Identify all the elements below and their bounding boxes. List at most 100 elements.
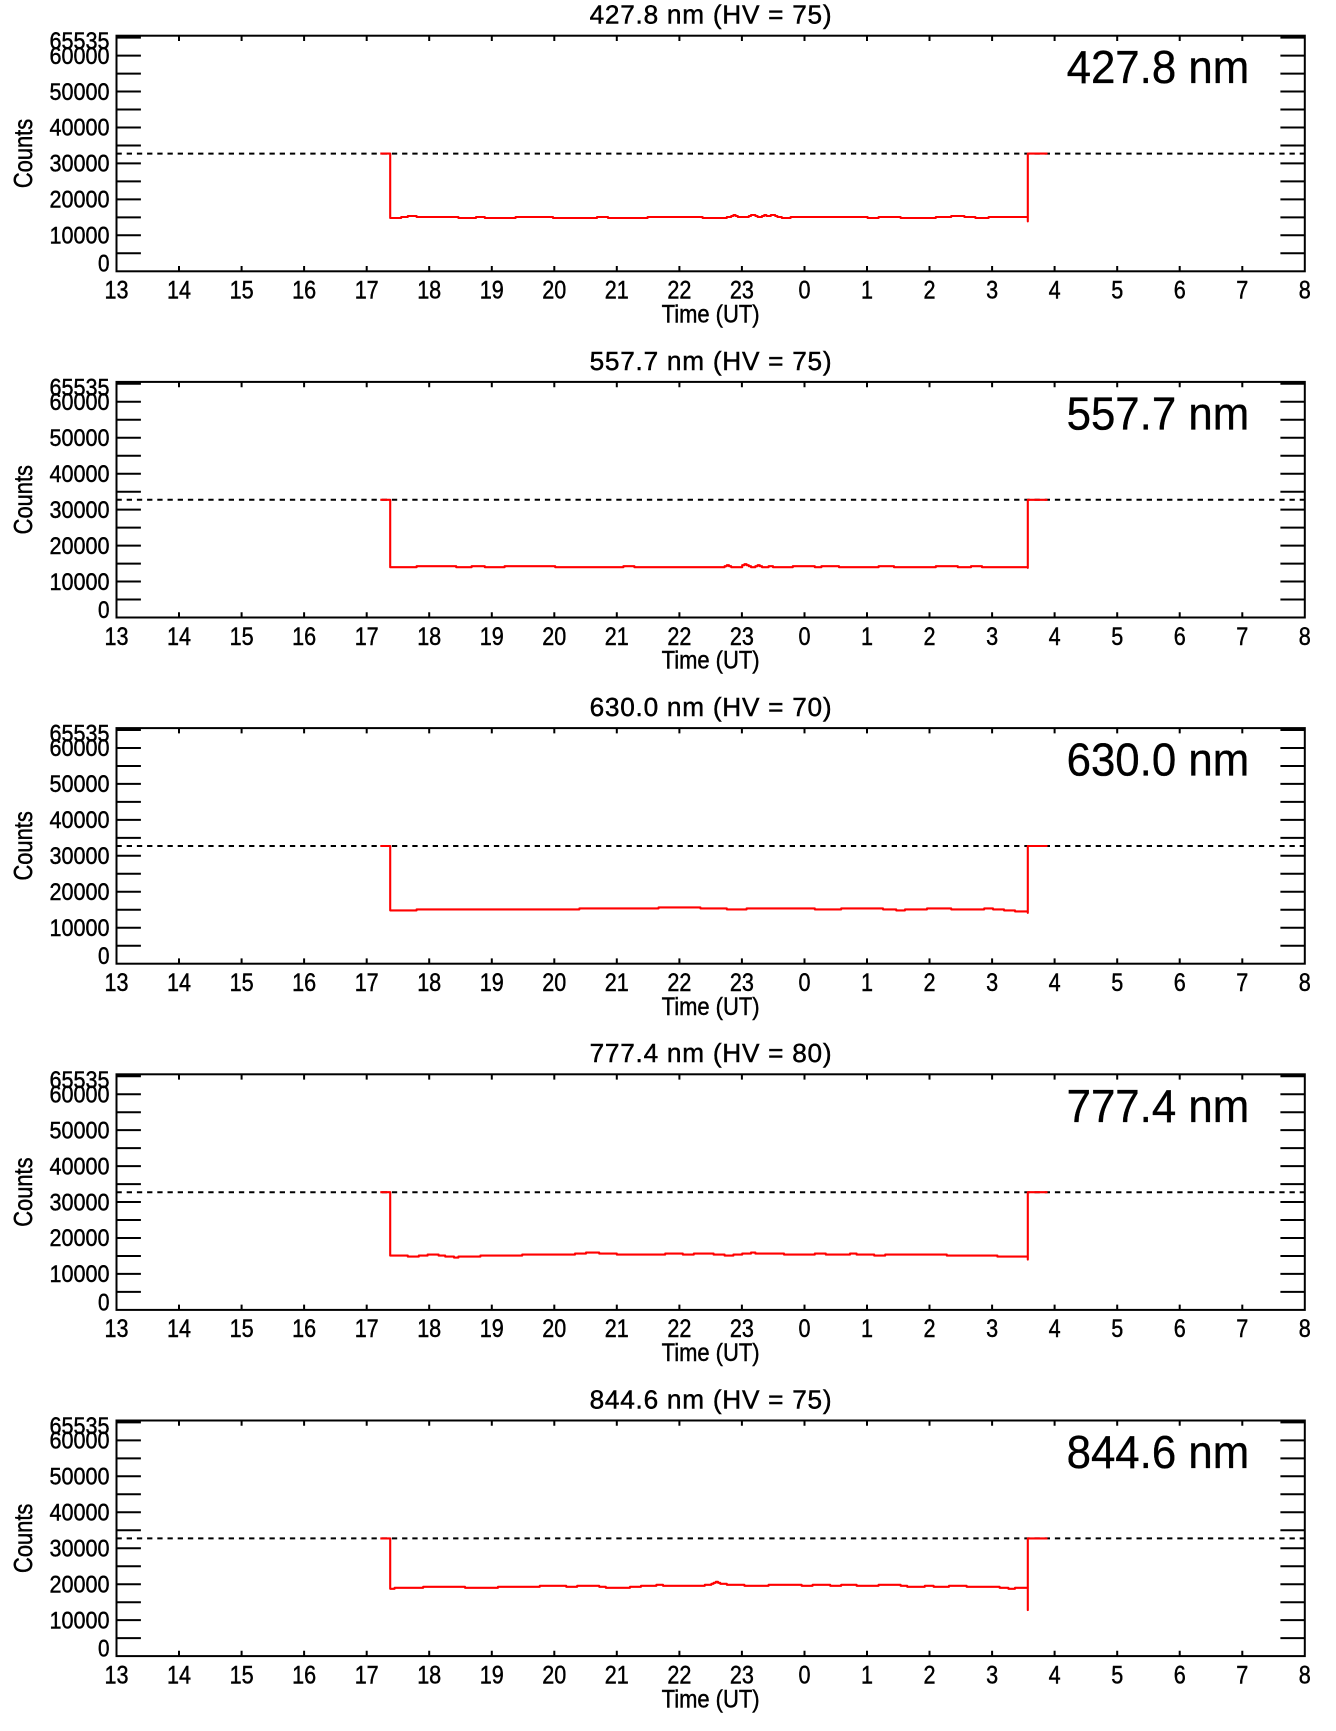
svg-text:18: 18 (417, 1315, 441, 1343)
svg-text:Counts: Counts (10, 119, 38, 188)
svg-text:5: 5 (1111, 623, 1123, 651)
svg-text:Counts: Counts (10, 1157, 38, 1226)
svg-text:22: 22 (667, 969, 691, 997)
svg-text:21: 21 (605, 277, 629, 305)
svg-text:16: 16 (292, 1661, 316, 1689)
svg-text:0: 0 (98, 1636, 110, 1663)
svg-text:23: 23 (730, 277, 754, 305)
svg-text:23: 23 (730, 969, 754, 997)
svg-text:15: 15 (230, 1315, 254, 1343)
svg-text:13: 13 (105, 623, 129, 651)
svg-text:65535: 65535 (50, 28, 110, 55)
svg-text:5: 5 (1111, 1661, 1123, 1689)
svg-text:Counts: Counts (10, 1504, 38, 1573)
svg-text:2: 2 (924, 969, 936, 997)
svg-text:0: 0 (98, 1289, 110, 1316)
svg-text:21: 21 (605, 1661, 629, 1689)
svg-text:60000: 60000 (50, 1081, 110, 1108)
svg-text:17: 17 (355, 1315, 379, 1343)
svg-text:20000: 20000 (50, 1225, 110, 1252)
svg-text:8: 8 (1299, 969, 1311, 997)
svg-text:50000: 50000 (50, 79, 110, 106)
svg-text:21: 21 (605, 623, 629, 651)
svg-text:1: 1 (861, 623, 873, 651)
svg-text:23: 23 (730, 1661, 754, 1689)
svg-text:844.6 nm: 844.6 nm (1067, 1426, 1250, 1478)
svg-text:30000: 30000 (50, 151, 110, 178)
svg-text:65535: 65535 (50, 1413, 110, 1440)
svg-text:3: 3 (986, 1661, 998, 1689)
svg-text:1: 1 (861, 1315, 873, 1343)
svg-text:50000: 50000 (50, 1464, 110, 1491)
svg-text:65535: 65535 (50, 374, 110, 401)
svg-text:6: 6 (1174, 1661, 1186, 1689)
svg-text:14: 14 (167, 1661, 191, 1689)
svg-text:60000: 60000 (50, 43, 110, 70)
svg-text:13: 13 (105, 1661, 129, 1689)
svg-text:6: 6 (1174, 969, 1186, 997)
svg-text:4: 4 (1049, 1315, 1061, 1343)
svg-text:7: 7 (1236, 1661, 1248, 1689)
svg-text:6: 6 (1174, 277, 1186, 305)
svg-text:1: 1 (861, 1661, 873, 1689)
svg-text:17: 17 (355, 1661, 379, 1689)
svg-text:15: 15 (230, 1661, 254, 1689)
svg-text:0: 0 (799, 277, 811, 305)
svg-text:7: 7 (1236, 1315, 1248, 1343)
svg-text:10000: 10000 (50, 1261, 110, 1288)
svg-text:23: 23 (730, 623, 754, 651)
svg-text:0: 0 (799, 1661, 811, 1689)
svg-text:0: 0 (799, 1315, 811, 1343)
svg-text:427.8 nm: 427.8 nm (1067, 41, 1250, 93)
svg-text:21: 21 (605, 1315, 629, 1343)
svg-text:16: 16 (292, 277, 316, 305)
svg-text:14: 14 (167, 623, 191, 651)
svg-text:50000: 50000 (50, 1117, 110, 1144)
svg-text:0: 0 (799, 623, 811, 651)
svg-text:777.4 nm (HV = 80): 777.4 nm (HV = 80) (590, 1038, 832, 1068)
svg-text:20000: 20000 (50, 187, 110, 214)
svg-text:19: 19 (480, 277, 504, 305)
svg-text:6: 6 (1174, 623, 1186, 651)
svg-text:17: 17 (355, 277, 379, 305)
svg-text:22: 22 (667, 623, 691, 651)
svg-text:10000: 10000 (50, 1607, 110, 1634)
svg-text:18: 18 (417, 623, 441, 651)
svg-text:60000: 60000 (50, 389, 110, 416)
svg-text:22: 22 (667, 1661, 691, 1689)
svg-text:8: 8 (1299, 1315, 1311, 1343)
svg-text:19: 19 (480, 969, 504, 997)
svg-text:427.8 nm (HV = 75): 427.8 nm (HV = 75) (590, 0, 832, 30)
svg-text:20000: 20000 (50, 1571, 110, 1598)
svg-text:30000: 30000 (50, 843, 110, 870)
svg-text:630.0 nm (HV = 70): 630.0 nm (HV = 70) (590, 692, 832, 722)
svg-text:557.7 nm (HV = 75): 557.7 nm (HV = 75) (590, 346, 832, 376)
svg-text:20: 20 (542, 1661, 566, 1689)
svg-text:16: 16 (292, 969, 316, 997)
svg-text:7: 7 (1236, 277, 1248, 305)
svg-text:20: 20 (542, 1315, 566, 1343)
svg-text:14: 14 (167, 969, 191, 997)
svg-text:2: 2 (924, 1661, 936, 1689)
svg-text:Time (UT): Time (UT) (662, 1339, 760, 1367)
svg-text:Counts: Counts (10, 465, 38, 534)
svg-text:4: 4 (1049, 277, 1061, 305)
svg-text:Counts: Counts (10, 811, 38, 880)
svg-text:21: 21 (605, 969, 629, 997)
svg-text:15: 15 (230, 623, 254, 651)
svg-text:2: 2 (924, 623, 936, 651)
svg-text:40000: 40000 (50, 1153, 110, 1180)
svg-text:0: 0 (98, 597, 110, 624)
svg-text:Time (UT): Time (UT) (662, 301, 760, 329)
svg-text:13: 13 (105, 1315, 129, 1343)
svg-text:5: 5 (1111, 1315, 1123, 1343)
svg-text:60000: 60000 (50, 735, 110, 762)
svg-text:10000: 10000 (50, 915, 110, 942)
svg-text:15: 15 (230, 277, 254, 305)
svg-text:4: 4 (1049, 1661, 1061, 1689)
svg-text:7: 7 (1236, 623, 1248, 651)
svg-text:19: 19 (480, 1315, 504, 1343)
svg-text:557.7 nm: 557.7 nm (1067, 387, 1250, 439)
svg-text:7: 7 (1236, 969, 1248, 997)
svg-text:13: 13 (105, 277, 129, 305)
